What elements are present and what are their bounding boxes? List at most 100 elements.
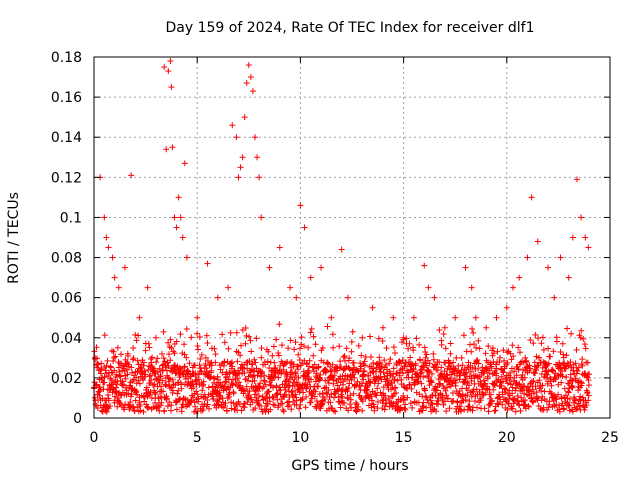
data-point bbox=[258, 214, 265, 221]
data-point bbox=[251, 134, 258, 141]
x-tick-label: 20 bbox=[498, 430, 516, 446]
data-point bbox=[369, 304, 376, 311]
data-point bbox=[287, 284, 294, 291]
y-tick-label: 0.12 bbox=[51, 170, 82, 186]
data-point bbox=[169, 144, 176, 151]
data-point bbox=[229, 122, 236, 129]
data-point bbox=[144, 284, 151, 291]
data-point bbox=[585, 244, 592, 251]
data-point bbox=[241, 114, 248, 121]
data-point bbox=[359, 334, 366, 341]
data-point bbox=[431, 294, 438, 301]
data-point bbox=[249, 88, 256, 95]
data-point bbox=[194, 314, 201, 321]
data-point bbox=[425, 284, 432, 291]
x-tick-label: 10 bbox=[291, 430, 309, 446]
data-point bbox=[545, 264, 552, 271]
data-point bbox=[276, 244, 283, 251]
data-point bbox=[493, 314, 500, 321]
data-point bbox=[441, 324, 448, 331]
y-tick-label: 0.06 bbox=[51, 291, 82, 307]
y-tick-label: 0 bbox=[73, 411, 82, 427]
data-point bbox=[551, 294, 558, 301]
data-point bbox=[307, 274, 314, 281]
y-tick-label: 0.14 bbox=[51, 130, 82, 146]
y-tick-label: 0.18 bbox=[51, 50, 82, 66]
data-point bbox=[173, 224, 180, 231]
data-point bbox=[103, 234, 110, 241]
data-point bbox=[214, 294, 221, 301]
data-point bbox=[297, 202, 304, 209]
data-point bbox=[171, 214, 178, 221]
data-point bbox=[379, 324, 386, 331]
data-point bbox=[247, 74, 254, 81]
data-point bbox=[111, 274, 118, 281]
data-point bbox=[237, 164, 244, 171]
data-point bbox=[462, 264, 469, 271]
data-point bbox=[115, 284, 122, 291]
data-point bbox=[225, 284, 232, 291]
data-point bbox=[175, 194, 182, 201]
data-point bbox=[243, 80, 250, 87]
data-point bbox=[400, 334, 407, 341]
x-tick-label: 0 bbox=[90, 430, 99, 446]
y-tick-label: 0.08 bbox=[51, 251, 82, 267]
data-point bbox=[338, 246, 345, 253]
data-point bbox=[328, 314, 335, 321]
plot-frame-layer bbox=[93, 56, 611, 419]
data-point bbox=[301, 224, 308, 231]
data-point bbox=[578, 214, 585, 221]
data-point bbox=[254, 154, 261, 161]
data-point bbox=[503, 304, 510, 311]
data-point bbox=[557, 254, 564, 261]
y-tick-label: 0.02 bbox=[51, 371, 82, 387]
data-point bbox=[318, 264, 325, 271]
plot-frame bbox=[93, 56, 611, 419]
data-point bbox=[167, 58, 174, 65]
data-point bbox=[165, 68, 172, 75]
y-tick-label: 0.1 bbox=[60, 210, 82, 226]
data-point bbox=[452, 314, 459, 321]
x-axis-label: GPS time / hours bbox=[291, 458, 408, 474]
data-point bbox=[204, 260, 211, 267]
data-point bbox=[179, 234, 186, 241]
data-point bbox=[136, 314, 143, 321]
x-tick-label: 5 bbox=[193, 430, 202, 446]
data-point bbox=[468, 284, 475, 291]
data-point bbox=[161, 64, 168, 71]
data-point bbox=[516, 274, 523, 281]
data-point bbox=[565, 274, 572, 281]
data-point bbox=[569, 234, 576, 241]
data-point bbox=[105, 244, 112, 251]
chart-title: Day 159 of 2024, Rate Of TEC Index for r… bbox=[166, 20, 535, 36]
data-point bbox=[163, 146, 170, 153]
data-point bbox=[573, 176, 580, 183]
data-point bbox=[256, 174, 263, 181]
data-point bbox=[421, 262, 428, 269]
tick-layer: 0 5 10 15 20 25 0 0.02 0.04 0.06 0.08 0.1 0.12 0.14 0.… bbox=[51, 50, 619, 446]
data-point bbox=[233, 134, 240, 141]
y-tick-label: 0.04 bbox=[51, 331, 82, 347]
data-point bbox=[472, 314, 479, 321]
data-point bbox=[92, 354, 99, 361]
data-point bbox=[109, 254, 116, 261]
data-point bbox=[410, 314, 417, 321]
data-point bbox=[528, 194, 535, 201]
data-point bbox=[509, 284, 516, 291]
data-point bbox=[183, 254, 190, 261]
data-point bbox=[390, 314, 397, 321]
data-point bbox=[128, 172, 135, 179]
data-point bbox=[245, 62, 252, 69]
data-point bbox=[483, 324, 490, 331]
data-point bbox=[239, 154, 246, 161]
data-point bbox=[534, 238, 541, 245]
data-point bbox=[101, 214, 108, 221]
data-point bbox=[582, 234, 589, 241]
data-point bbox=[235, 174, 242, 181]
data-point bbox=[266, 264, 273, 271]
data-point bbox=[168, 84, 175, 91]
data-point bbox=[181, 160, 188, 167]
data-point bbox=[177, 214, 184, 221]
data-point bbox=[152, 334, 159, 341]
